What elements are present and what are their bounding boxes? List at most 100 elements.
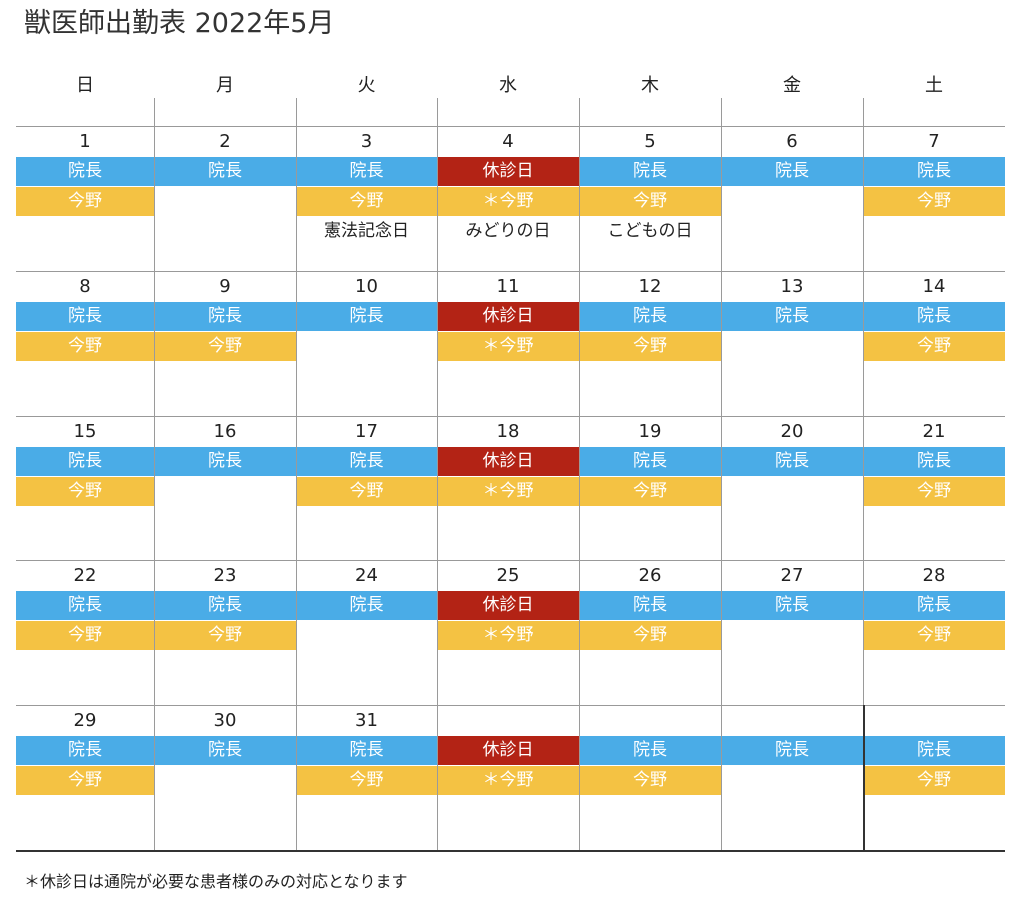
day-cell: 15 院長 今野: [16, 417, 154, 561]
day-column-divider: [863, 705, 865, 850]
week-row-divider: [16, 705, 1005, 706]
day-cell: 16 院長: [154, 417, 296, 561]
week-row-divider: [16, 416, 1005, 417]
day-column-divider: [296, 705, 297, 850]
director-shift-bar: 院長: [154, 447, 296, 476]
day-cell: 18 休診日 ＊今野: [437, 417, 579, 561]
day-column-divider: [296, 126, 297, 271]
day-cell: 28 院長 今野: [863, 561, 1005, 705]
header-column-divider: [721, 98, 722, 126]
holiday-name: こどもの日: [607, 221, 693, 241]
doctor-shift-bar: 今野: [16, 477, 154, 506]
day-number: 22: [73, 565, 97, 586]
day-cell: 31 院長 今野: [296, 706, 437, 850]
day-number: [437, 709, 579, 733]
day-cell: 20 院長: [721, 417, 863, 561]
director-shift-bar: 院長: [296, 302, 437, 331]
calendar-bottom-border: [16, 850, 1005, 852]
day-number: 26: [638, 565, 662, 586]
day-column-divider: [579, 705, 580, 850]
day-column-divider: [721, 705, 722, 850]
day-number: 27: [780, 565, 804, 586]
director-shift-bar: 院長: [863, 447, 1005, 476]
day-number: 21: [922, 421, 946, 442]
day-number: 28: [922, 565, 946, 586]
day-cell: 5 院長 今野 こどもの日: [579, 127, 721, 271]
director-shift-bar: 院長: [579, 157, 721, 186]
day-cell: 7 院長 今野: [863, 127, 1005, 271]
day-number: 29: [73, 710, 97, 731]
director-shift-bar: 院長: [721, 447, 863, 476]
weekday-header-saturday: 土: [925, 75, 943, 96]
day-number: 13: [780, 276, 804, 297]
day-column-divider: [579, 271, 580, 416]
day-number: 25: [496, 565, 520, 586]
day-column-divider: [863, 126, 864, 271]
day-column-divider: [296, 271, 297, 416]
director-shift-bar: 院長: [579, 591, 721, 620]
day-number: 30: [213, 710, 237, 731]
header-column-divider: [154, 98, 155, 126]
doctor-shift-bar: 今野: [296, 766, 437, 795]
director-shift-bar: 院長: [721, 302, 863, 331]
day-cell: 院長: [721, 706, 863, 850]
director-shift-bar: 院長: [154, 157, 296, 186]
day-column-divider: [721, 271, 722, 416]
day-cell: 9 院長 今野: [154, 272, 296, 416]
director-shift-bar: 院長: [863, 157, 1005, 186]
day-cell: 27 院長: [721, 561, 863, 705]
director-shift-bar: 院長: [16, 736, 154, 765]
day-column-divider: [863, 560, 864, 705]
weekday-header-friday: 金: [783, 75, 801, 96]
doctor-shift-bar: 今野: [579, 477, 721, 506]
director-shift-bar: 院長: [154, 302, 296, 331]
closed-day-bar: 休診日: [437, 157, 579, 186]
day-column-divider: [579, 126, 580, 271]
day-column-divider: [154, 271, 155, 416]
holiday-name: 憲法記念日: [324, 221, 409, 241]
day-number: 8: [79, 276, 91, 297]
day-number: 19: [638, 421, 662, 442]
day-column-divider: [437, 126, 438, 271]
doctor-shift-bar: 今野: [863, 621, 1005, 650]
day-number: 11: [496, 276, 520, 297]
day-column-divider: [863, 416, 864, 560]
director-shift-bar: 院長: [863, 591, 1005, 620]
day-column-divider: [721, 126, 722, 271]
day-number: 31: [355, 710, 378, 731]
day-column-divider: [863, 271, 864, 416]
week-row-divider: [16, 560, 1005, 561]
header-column-divider: [579, 98, 580, 126]
day-column-divider: [579, 560, 580, 705]
doctor-shift-bar: 今野: [579, 332, 721, 361]
day-number: 4: [502, 131, 514, 152]
day-number: 3: [360, 131, 373, 152]
day-cell: 10 院長: [296, 272, 437, 416]
director-shift-bar: 院長: [863, 302, 1005, 331]
director-shift-bar: 院長: [579, 447, 721, 476]
director-shift-bar: 院長: [16, 447, 154, 476]
day-cell: 30 院長: [154, 706, 296, 850]
day-cell: 12 院長 今野: [579, 272, 721, 416]
day-number: [721, 709, 863, 733]
weekday-header-monday: 月: [216, 75, 234, 96]
day-number: 5: [644, 131, 656, 152]
director-shift-bar: 院長: [154, 736, 296, 765]
doctor-shift-bar: 今野: [16, 621, 154, 650]
director-shift-bar: 院長: [296, 591, 437, 620]
doctor-shift-bar: 今野: [296, 477, 437, 506]
day-column-divider: [154, 705, 155, 850]
day-cell: 院長 今野: [579, 706, 721, 850]
day-number: 12: [638, 276, 662, 297]
director-shift-bar: 院長: [296, 736, 437, 765]
day-column-divider: [721, 560, 722, 705]
day-cell: 2 院長: [154, 127, 296, 271]
day-cell: 1 院長 今野: [16, 127, 154, 271]
day-column-divider: [721, 416, 722, 560]
day-cell: 25 休診日 ＊今野: [437, 561, 579, 705]
doctor-shift-bar: 今野: [863, 332, 1005, 361]
day-column-divider: [579, 416, 580, 560]
doctor-shift-bar: ＊今野: [437, 477, 579, 506]
director-shift-bar: 院長: [296, 157, 437, 186]
director-shift-bar: 院長: [579, 736, 721, 765]
